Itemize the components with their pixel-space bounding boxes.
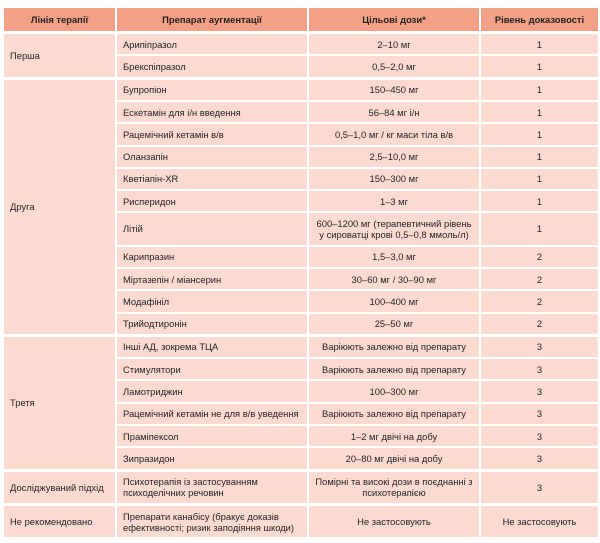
therapy-line-cell: Перша <box>2 31 117 80</box>
evidence-cell: 1 <box>479 31 600 57</box>
drug-cell: Рацемічний кетамін в/в <box>115 122 309 147</box>
drug-cell: Модафініл <box>115 289 309 314</box>
table-row: Стимулятори Варіюють залежно від препарат… <box>3 357 600 382</box>
drug-cell: Бупропіон <box>115 76 309 102</box>
drug-cell: Праміпексол <box>115 423 309 449</box>
drug-cell: Кветіапін-XR <box>115 166 309 192</box>
dose-cell: 2–10 мг <box>307 31 481 57</box>
drug-cell: Арипіпразол <box>115 31 309 57</box>
drug-cell: Карипразин <box>115 244 309 270</box>
table-row: Трийодтиронін 25–50 мг 2 <box>3 311 600 337</box>
table-body: Перша Арипіпразол 2–10 мг 1 Брекспіпразол 0,5… <box>2 31 600 540</box>
drug-cell: Рисперидон <box>115 189 309 214</box>
therapy-line-cell: Не рекомендовано <box>2 502 117 540</box>
evidence-cell: 3 <box>479 333 600 360</box>
evidence-cell: 1 <box>479 54 600 80</box>
header-evidence-level: Рівень доказовості <box>479 6 600 34</box>
drug-cell: Препарати канабісу (бракує доказів ефект… <box>115 502 309 540</box>
evidence-cell: 2 <box>479 311 600 337</box>
evidence-cell: 1 <box>479 144 600 169</box>
therapy-line-cell: Третя <box>2 333 117 472</box>
drug-cell: Інші АД, зокрема ТЦА <box>115 333 309 360</box>
dose-cell: 100–400 мг <box>307 289 481 314</box>
table-row: Літій 600–1200 мг (терапевтичний рівень у… <box>3 211 600 247</box>
evidence-cell: 2 <box>479 244 600 270</box>
header-row: Лінія терапії Препарат аугментації Цільо… <box>2 6 600 34</box>
dose-cell: Варіюють залежно від препарату <box>307 333 481 360</box>
dose-cell: Помірні та високі дози в поєднанні з пси… <box>307 468 481 506</box>
dose-cell: 100–300 мг <box>307 379 481 404</box>
drug-cell: Трийодтиронін <box>115 311 309 337</box>
table-row: Досліджуваний підхід Психотерапія із заст… <box>2 468 600 506</box>
dose-cell: 30–60 мг / 30–90 мг <box>307 266 481 292</box>
dose-cell: 2,5–10,0 мг <box>307 144 481 169</box>
evidence-cell: Не застосовують <box>479 502 600 540</box>
evidence-cell: 3 <box>479 401 600 426</box>
evidence-cell: 3 <box>479 446 600 472</box>
drug-cell: Стимулятори <box>115 357 309 382</box>
evidence-cell: 3 <box>479 379 600 404</box>
dose-cell: 1–2 мг двічі на добу <box>307 423 481 449</box>
drug-cell: Міртазепін / міансерин <box>115 266 309 292</box>
table-row: Брекспіпразол 0,5–2,0 мг 1 <box>3 54 600 80</box>
header-target-doses: Цільові дози* <box>307 6 481 34</box>
evidence-cell: 1 <box>479 76 600 102</box>
header-augmentation-drug: Препарат аугментації <box>115 6 309 34</box>
table-row: Рацемічний кетамін в/в 0,5–1,0 мг / кг ма… <box>3 122 600 147</box>
dose-cell: 1–3 мг <box>307 189 481 214</box>
drug-cell: Літій <box>115 211 309 247</box>
dose-cell: 0,5–2,0 мг <box>307 54 481 80</box>
table-row: Друга Бупропіон 150–450 мг 1 <box>2 76 600 337</box>
dose-cell: 600–1200 мг (терапевтичний рівень у сиро… <box>307 211 481 247</box>
dose-cell: 150–300 мг <box>307 166 481 192</box>
table-row: Оланзапін 2,5–10,0 мг 1 <box>3 144 600 169</box>
table-row: Рацемічний кетамін не для в/в уведення Ва… <box>3 401 600 426</box>
evidence-cell: 1 <box>479 211 600 247</box>
evidence-cell: 3 <box>479 468 600 506</box>
table-row: Перша Арипіпразол 2–10 мг 1 <box>2 31 600 80</box>
dose-cell: 0,5–1,0 мг / кг маси тіла в/в <box>307 122 481 147</box>
dose-cell: Не застосовують <box>307 502 481 540</box>
drug-cell: Зипразидон <box>115 446 309 472</box>
table-row: Ескетамін для і/н введення 56–84 мг і/н 1 <box>3 99 600 125</box>
dose-cell: 150–450 мг <box>307 76 481 102</box>
evidence-cell: 1 <box>479 166 600 192</box>
table-row: Праміпексол 1–2 мг двічі на добу 3 <box>3 423 600 449</box>
drug-cell: Ламотриджин <box>115 379 309 404</box>
evidence-cell: 2 <box>479 266 600 292</box>
drug-cell: Брекспіпразол <box>115 54 309 80</box>
evidence-cell: 2 <box>479 289 600 314</box>
table-row: Рисперидон 1–3 мг 1 <box>3 189 600 214</box>
evidence-cell: 3 <box>479 357 600 382</box>
table-header: Лінія терапії Препарат аугментації Цільо… <box>2 6 600 34</box>
evidence-cell: 3 <box>479 423 600 449</box>
table-row: Міртазепін / міансерин 30–60 мг / 30–90 м… <box>3 266 600 292</box>
table-row: Зипразидон 20–80 мг двічі на добу 3 <box>3 446 600 472</box>
table-row: Не рекомендовано Препарати канабісу (брак… <box>2 502 600 540</box>
dose-cell: 20–80 мг двічі на добу <box>307 446 481 472</box>
evidence-cell: 1 <box>479 122 600 147</box>
table-row: Третя Інші АД, зокрема ТЦА Варіюють залежн… <box>2 333 600 472</box>
dose-cell: 56–84 мг і/н <box>307 99 481 125</box>
table-row: Карипразин 1,5–3,0 мг 2 <box>3 244 600 270</box>
dose-cell: Варіюють залежно від препарату <box>307 401 481 426</box>
augmentation-table: Лінія терапії Препарат аугментації Цільо… <box>2 6 600 540</box>
table-row: Кветіапін-XR 150–300 мг 1 <box>3 166 600 192</box>
therapy-line-cell: Друга <box>2 76 117 337</box>
table-row: Ламотриджин 100–300 мг 3 <box>3 379 600 404</box>
therapy-line-cell: Досліджуваний підхід <box>2 468 117 506</box>
dose-cell: 25–50 мг <box>307 311 481 337</box>
drug-cell: Оланзапін <box>115 144 309 169</box>
drug-cell: Ескетамін для і/н введення <box>115 99 309 125</box>
header-therapy-line: Лінія терапії <box>2 6 117 34</box>
drug-cell: Рацемічний кетамін не для в/в уведення <box>115 401 309 426</box>
evidence-cell: 1 <box>479 99 600 125</box>
drug-cell: Психотерапія із застосуванням психоделіч… <box>115 468 309 506</box>
evidence-cell: 1 <box>479 189 600 214</box>
dose-cell: 1,5–3,0 мг <box>307 244 481 270</box>
table-row: Модафініл 100–400 мг 2 <box>3 289 600 314</box>
dose-cell: Варіюють залежно від препарату <box>307 357 481 382</box>
